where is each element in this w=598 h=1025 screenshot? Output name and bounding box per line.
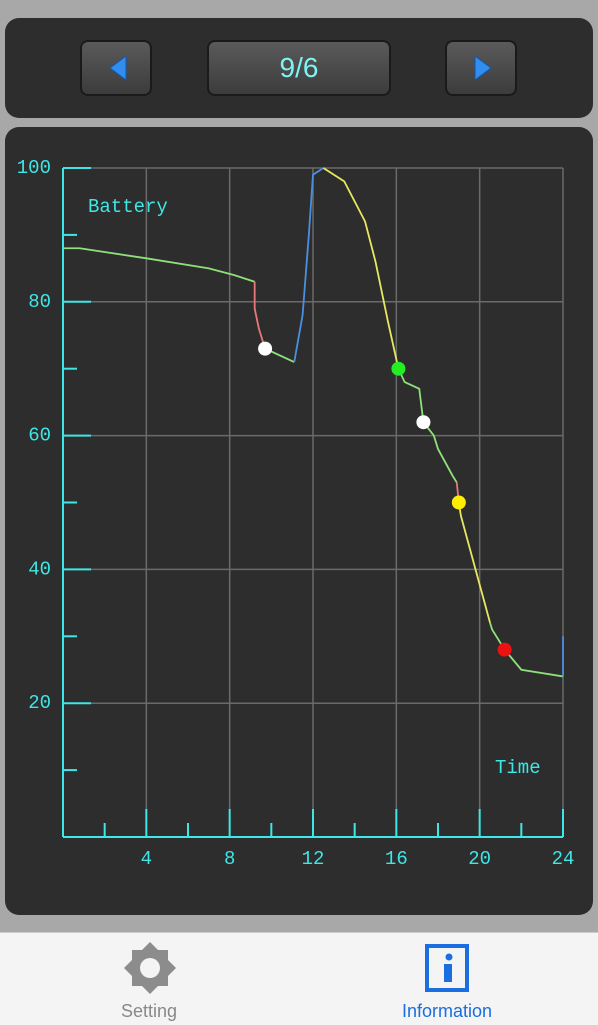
battery-line [322, 167, 400, 369]
y-tick-label: 20 [28, 692, 51, 714]
event-point [451, 495, 466, 510]
prev-icon [109, 55, 127, 81]
event-point [391, 361, 406, 376]
event-point [497, 642, 512, 657]
battery-line [63, 247, 255, 283]
prev-button[interactable] [80, 40, 152, 96]
tab-icons [124, 942, 469, 994]
event-point [416, 415, 431, 430]
battery-line [253, 281, 266, 349]
next-button[interactable] [445, 40, 517, 96]
y-axis-label: Battery [88, 196, 168, 218]
battery-line [397, 368, 458, 483]
x-tick-label: 12 [302, 848, 325, 870]
chart: Battery Time 20 40 60 80 100 4 8 12 16 20 24 [17, 157, 575, 870]
setting-tab[interactable]: Setting [120, 1001, 178, 1021]
date-label[interactable]: 9/6 [207, 40, 391, 96]
y-tick-label: 80 [28, 291, 51, 313]
x-tick-label: 4 [141, 848, 152, 870]
event-point [258, 341, 273, 356]
information-icon [425, 944, 469, 992]
setting-icon [124, 942, 176, 994]
next-icon [474, 55, 492, 81]
battery-line [293, 167, 324, 363]
x-tick-label: 16 [385, 848, 408, 870]
chart-panel: Battery Time 20 40 60 80 100 4 8 12 16 20 24 [5, 127, 593, 915]
information-tab[interactable]: Information [401, 1001, 493, 1021]
y-tick-label: 100 [17, 157, 51, 179]
y-tick-label: 40 [28, 558, 51, 580]
tab-bar: Setting Information [0, 932, 598, 1025]
x-tick-label: 8 [224, 848, 235, 870]
x-tick-label: 20 [468, 848, 491, 870]
x-tick-label: 24 [552, 848, 575, 870]
y-tick-label: 60 [28, 425, 51, 447]
battery-line [457, 502, 491, 624]
x-axis-label: Time [495, 757, 541, 779]
header-bar: 9/6 [5, 18, 593, 118]
